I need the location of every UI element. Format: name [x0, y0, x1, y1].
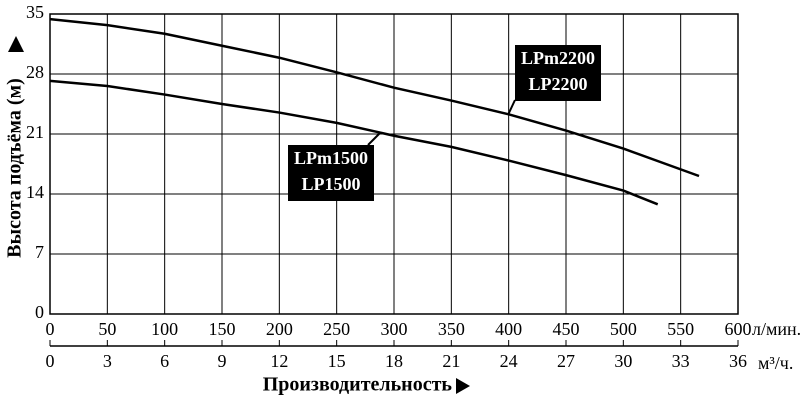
x2-tick-label: 9 — [218, 351, 227, 371]
leader-line — [367, 132, 381, 146]
y-tick-label: 14 — [26, 182, 44, 202]
y-tick-label: 21 — [26, 122, 44, 142]
x-tick-label: 500 — [610, 319, 637, 339]
x-unit: л/мин. — [752, 319, 800, 339]
x2-tick-label: 12 — [270, 351, 288, 371]
x2-tick-label: 30 — [614, 351, 632, 371]
x-tick-label: 0 — [46, 319, 55, 339]
y-arrow — [8, 36, 24, 52]
y-tick-label: 28 — [26, 62, 44, 82]
x2-tick-label: 21 — [442, 351, 460, 371]
curve — [49, 17, 700, 178]
x2-tick-label: 18 — [385, 351, 403, 371]
y-tick-label: 0 — [35, 302, 44, 322]
series-label: LP2200 — [528, 74, 587, 94]
x2-tick-label: 3 — [103, 351, 112, 371]
x-tick-label: 450 — [553, 319, 580, 339]
x-tick-label: 150 — [209, 319, 236, 339]
x-tick-label: 100 — [151, 319, 178, 339]
x2-tick-label: 0 — [46, 351, 55, 371]
x2-tick-label: 33 — [672, 351, 690, 371]
x-tick-label: 550 — [667, 319, 694, 339]
label-box — [515, 45, 601, 101]
series-label: LPm2200 — [521, 48, 595, 68]
x2-tick-label: 27 — [557, 351, 575, 371]
curve — [49, 79, 659, 206]
leader-line — [507, 99, 516, 116]
label-box — [288, 145, 374, 201]
x-tick-label: 250 — [323, 319, 350, 339]
series-label: LP1500 — [301, 174, 360, 194]
x-tick-label: 350 — [438, 319, 465, 339]
x-tick-label: 600 — [725, 319, 752, 339]
x-tick-label: 400 — [495, 319, 522, 339]
x-tick-label: 50 — [98, 319, 116, 339]
x-axis-title: Производительность — [263, 374, 453, 396]
x2-unit: м³/ч. — [758, 353, 793, 373]
y-tick-label: 35 — [26, 2, 44, 22]
plot-frame — [49, 13, 739, 315]
x-tick-label: 300 — [381, 319, 408, 339]
x2-tick-label: 24 — [500, 351, 518, 371]
y-axis-title: Высота подъёма (м) — [4, 78, 26, 258]
x-tick-label: 200 — [266, 319, 293, 339]
x2-tick-label: 15 — [328, 351, 346, 371]
y-tick-label: 7 — [35, 242, 44, 262]
x2-tick-label: 6 — [160, 351, 169, 371]
series-label: LPm1500 — [294, 148, 368, 168]
x2-tick-label: 36 — [729, 351, 747, 371]
x-arrow — [456, 378, 470, 394]
